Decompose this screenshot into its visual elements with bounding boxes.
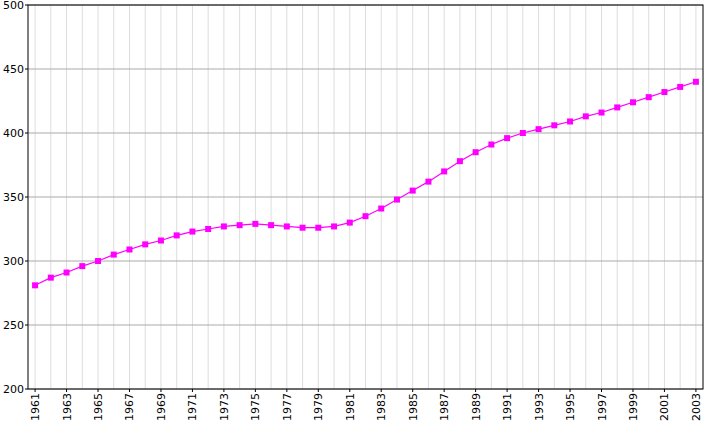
x-tick-label: 1965 xyxy=(92,393,105,421)
chart-svg: 200 250 300 350 400 450 500 1961 1963 1965 1967 196… xyxy=(0,0,724,426)
y-tick-label: 250 xyxy=(3,319,24,332)
marker xyxy=(205,226,211,232)
marker xyxy=(158,238,164,244)
y-tick-label: 300 xyxy=(3,255,24,268)
y-tick-label: 350 xyxy=(3,191,24,204)
marker xyxy=(693,79,699,85)
y-grid-line xyxy=(28,133,703,134)
y-tick-label: 200 xyxy=(3,383,24,396)
x-tick-label: 2003 xyxy=(690,393,703,421)
y-tick-label: 450 xyxy=(3,63,24,76)
marker xyxy=(64,270,70,276)
y-grid-line xyxy=(28,197,703,198)
marker xyxy=(79,263,85,269)
background xyxy=(0,0,724,426)
x-tick-label: 1999 xyxy=(627,393,640,421)
x-tick-label: 1961 xyxy=(29,393,42,421)
marker xyxy=(394,197,400,203)
marker xyxy=(378,206,384,212)
marker xyxy=(95,258,101,264)
marker xyxy=(677,84,683,90)
x-tick-label: 1993 xyxy=(533,393,546,421)
marker xyxy=(504,135,510,141)
x-tick-label: 1971 xyxy=(186,393,199,421)
marker xyxy=(331,223,337,229)
x-tick-label: 1975 xyxy=(249,393,262,421)
marker xyxy=(614,104,620,110)
x-tick-label: 1981 xyxy=(344,393,357,421)
marker xyxy=(315,225,321,231)
marker xyxy=(410,188,416,194)
y-tick-label: 500 xyxy=(3,0,24,12)
x-tick-label: 1963 xyxy=(61,393,74,421)
x-tick-label: 1987 xyxy=(438,393,451,421)
marker xyxy=(221,223,227,229)
grid xyxy=(28,5,703,389)
marker xyxy=(630,99,636,105)
y-tick-label: 400 xyxy=(3,127,24,140)
marker xyxy=(252,221,258,227)
x-tick-label: 1973 xyxy=(218,393,231,421)
x-tick-label: 1989 xyxy=(470,393,483,421)
marker xyxy=(32,282,38,288)
y-grid-line xyxy=(28,325,703,326)
marker xyxy=(567,118,573,124)
marker xyxy=(237,222,243,228)
marker xyxy=(363,213,369,219)
x-tick-label: 1969 xyxy=(155,393,168,421)
marker xyxy=(268,222,274,228)
marker xyxy=(347,220,353,226)
marker xyxy=(174,232,180,238)
marker xyxy=(126,246,132,252)
marker xyxy=(551,122,557,128)
x-tick-label: 1979 xyxy=(312,393,325,421)
x-tick-label: 1977 xyxy=(281,393,294,421)
y-grid-line xyxy=(28,69,703,70)
marker xyxy=(284,223,290,229)
plot-area xyxy=(32,79,699,289)
marker xyxy=(473,149,479,155)
series-line xyxy=(35,82,696,286)
marker xyxy=(441,168,447,174)
x-tick-label: 1983 xyxy=(375,393,388,421)
marker xyxy=(111,252,117,258)
marker xyxy=(425,179,431,185)
marker xyxy=(599,110,605,116)
marker xyxy=(189,229,195,235)
marker xyxy=(142,241,148,247)
marker xyxy=(457,158,463,164)
x-tick-label: 1967 xyxy=(123,393,136,421)
y-grid-line xyxy=(28,261,703,262)
marker xyxy=(520,130,526,136)
plot-frame xyxy=(28,5,703,389)
x-tick-label: 2001 xyxy=(658,393,671,421)
marker xyxy=(488,142,494,148)
x-tick-label: 1991 xyxy=(501,393,514,421)
x-tick-label: 1997 xyxy=(596,393,609,421)
marker xyxy=(583,113,589,119)
chart-container: 200 250 300 350 400 450 500 1961 1963 1965 1967 196… xyxy=(0,0,724,426)
marker xyxy=(646,94,652,100)
marker xyxy=(300,225,306,231)
x-tick-label: 1995 xyxy=(564,393,577,421)
x-tick-label: 1985 xyxy=(407,393,420,421)
marker xyxy=(536,126,542,132)
marker xyxy=(661,89,667,95)
marker xyxy=(48,275,54,281)
